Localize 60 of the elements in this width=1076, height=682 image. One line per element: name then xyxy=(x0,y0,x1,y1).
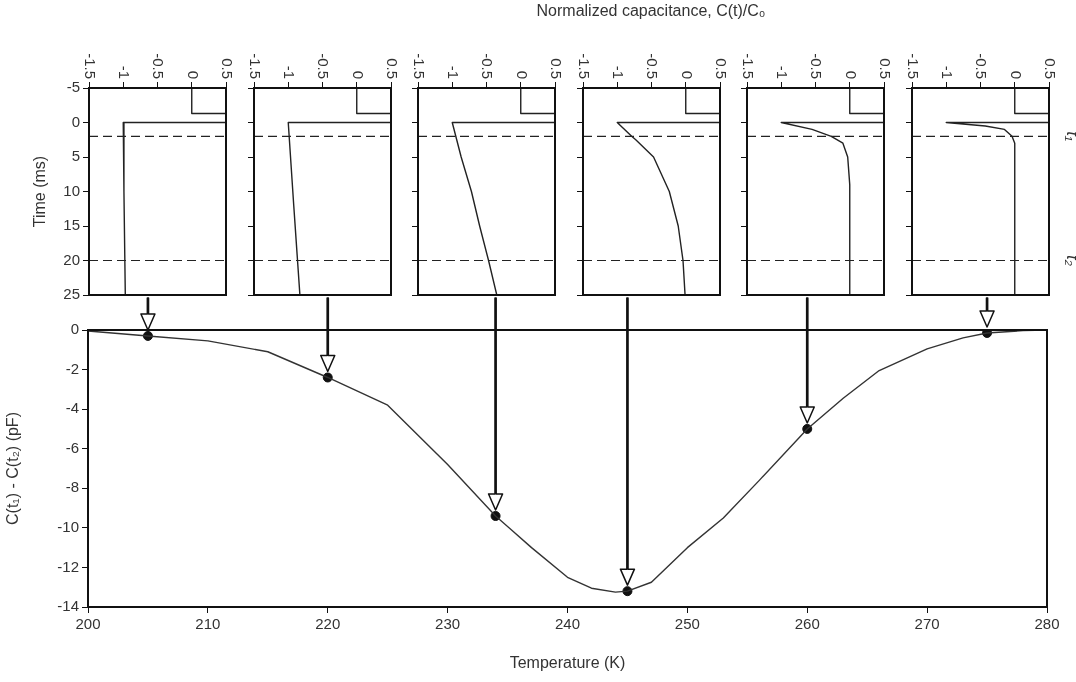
y-axis-title: Time (ms) xyxy=(31,155,49,228)
x-tick-label: 0 xyxy=(184,70,202,79)
x-tick-label: 200 xyxy=(75,615,101,633)
x-tick-label: 0 xyxy=(842,70,860,79)
x-tick-label: 0 xyxy=(513,70,531,79)
x-tick-label: 0.5 xyxy=(547,58,565,79)
x-tick-label: 0.5 xyxy=(712,58,730,79)
y-tick-label: 15 xyxy=(63,216,80,234)
x-tick-label: -0.5 xyxy=(479,53,497,79)
x-axis-title: Normalized capacitance, C(t)/C₀ xyxy=(535,2,767,20)
x-tick-label: 0 xyxy=(678,70,696,79)
y-tick-label: -8 xyxy=(65,478,79,496)
x-tick-label: -0.5 xyxy=(314,53,332,79)
x-tick-label: -1 xyxy=(609,65,627,79)
y-tick-label: 5 xyxy=(71,147,80,165)
x-tick-label: -1.5 xyxy=(410,53,428,79)
y-tick-label: 10 xyxy=(63,181,80,199)
x-axis-title: Temperature (K) xyxy=(509,653,626,671)
x-tick-label: 0.5 xyxy=(383,58,401,79)
y-tick-label: -6 xyxy=(65,438,79,456)
x-tick-label: -1 xyxy=(774,65,792,79)
x-tick-label: -0.5 xyxy=(972,53,990,79)
x-tick-label: -1.5 xyxy=(575,53,593,79)
y-tick-label: 0 xyxy=(71,112,80,130)
y-tick-label: -10 xyxy=(57,518,79,535)
x-tick-label: 0 xyxy=(1007,70,1025,79)
x-tick-label: 270 xyxy=(914,615,940,633)
y-tick-label: -4 xyxy=(65,399,79,417)
x-tick-label: -1.5 xyxy=(739,53,757,79)
x-tick-label: 250 xyxy=(674,615,700,633)
x-tick-label: -1 xyxy=(938,65,956,79)
x-tick-label: 0.5 xyxy=(1041,58,1059,79)
y-tick-label: -5 xyxy=(66,78,80,96)
y-tick-label: -14 xyxy=(57,597,79,615)
x-tick-label: -1 xyxy=(116,65,134,79)
x-tick-label: 0.5 xyxy=(876,58,894,79)
x-tick-label: 0 xyxy=(349,70,367,79)
x-tick-label: -0.5 xyxy=(150,53,168,79)
x-tick-label: 240 xyxy=(554,615,581,633)
x-tick-label: -0.5 xyxy=(808,53,826,79)
x-tick-label: 280 xyxy=(1034,615,1060,633)
x-tick-label: -1 xyxy=(280,65,298,79)
x-tick-label: -1.5 xyxy=(81,53,99,79)
y-tick-label: -12 xyxy=(57,557,79,575)
x-tick-label: 260 xyxy=(794,615,820,633)
y-tick-label: 0 xyxy=(70,320,79,338)
x-tick-label: 0.5 xyxy=(218,58,236,79)
x-tick-label: 210 xyxy=(195,615,221,633)
y-axis-title: C(t₁) - C(t₂) (pF) xyxy=(4,412,22,525)
x-tick-label: -1.5 xyxy=(904,53,922,79)
x-tick-label: -1.5 xyxy=(246,53,264,79)
y-tick-label: -2 xyxy=(65,359,79,377)
y-tick-label: 20 xyxy=(63,250,80,268)
ref-line-label: t₁ xyxy=(1063,131,1076,142)
x-tick-label: 230 xyxy=(435,615,461,633)
x-tick-label: 220 xyxy=(315,615,341,633)
ref-line-label: t₂ xyxy=(1063,255,1076,266)
x-tick-label: -0.5 xyxy=(643,53,661,79)
x-tick-label: -1 xyxy=(445,65,463,79)
y-tick-label: 25 xyxy=(63,285,80,303)
